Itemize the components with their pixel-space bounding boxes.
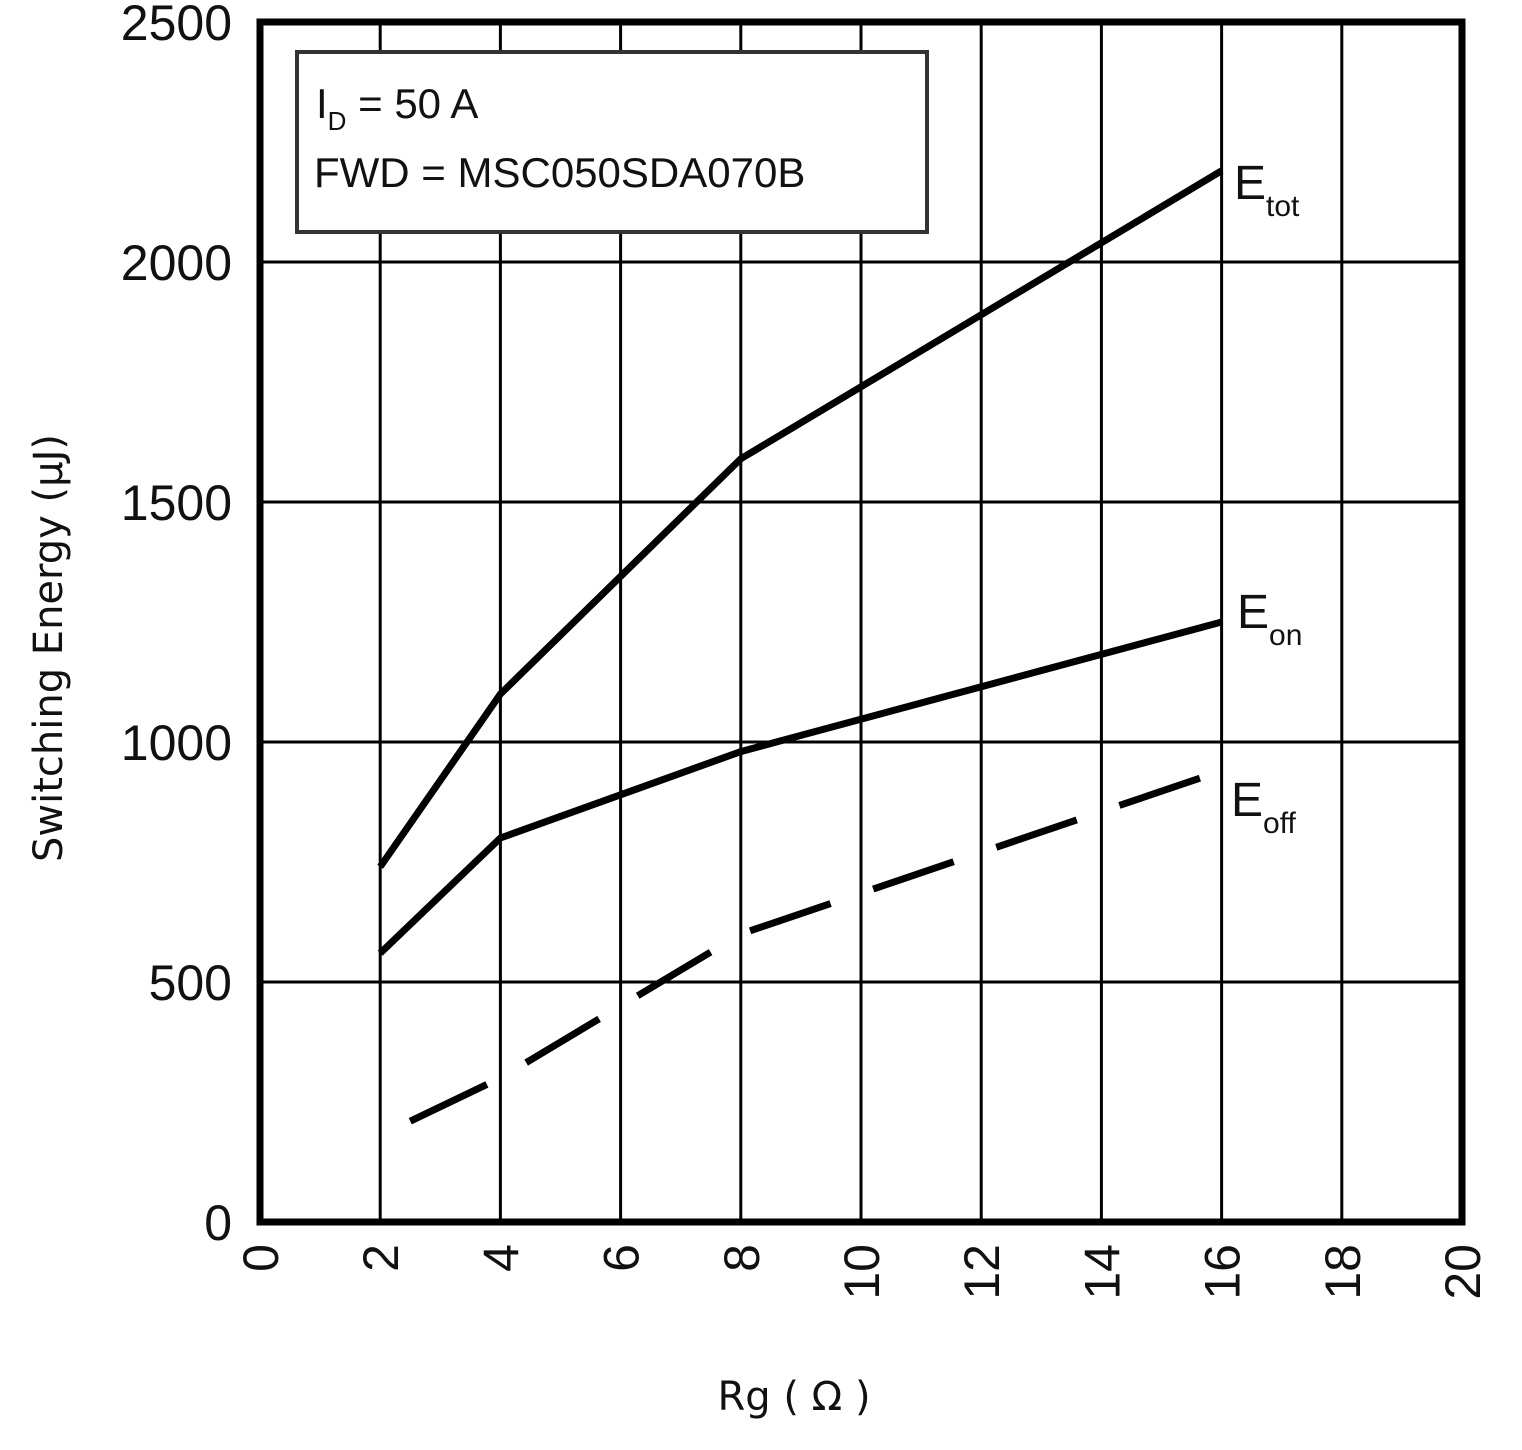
x-tick-label: 8 bbox=[714, 1244, 770, 1272]
series-line-off bbox=[408, 767, 1223, 1125]
annotation-current-symbol: I bbox=[316, 80, 328, 127]
y-tick-label: 1000 bbox=[121, 715, 232, 771]
series-line-tot bbox=[377, 167, 1224, 869]
plot-frame bbox=[256, 18, 1466, 1226]
y-tick-label: 0 bbox=[204, 1195, 232, 1251]
series-label-off: Eoff bbox=[1231, 774, 1296, 840]
x-tick-label: 12 bbox=[954, 1244, 1010, 1300]
y-axis-label: Switching Energy (μJ) bbox=[26, 434, 72, 862]
annotation-current-subscript: D bbox=[328, 106, 347, 136]
annotation-line-1: ID = 50 A bbox=[316, 80, 478, 136]
x-tick-labels: 0 2 4 6 8 10 12 14 16 18 20 bbox=[233, 1244, 1491, 1300]
annotation-current-value: = 50 A bbox=[346, 80, 478, 127]
series-label-main: E bbox=[1234, 157, 1266, 210]
x-tick-label: 14 bbox=[1074, 1244, 1130, 1300]
series-label-main: E bbox=[1237, 586, 1269, 639]
y-tick-label: 500 bbox=[149, 955, 232, 1011]
series-label-tot: Etot bbox=[1234, 157, 1300, 223]
x-tick-label: 4 bbox=[473, 1244, 529, 1272]
x-tick-label: 20 bbox=[1435, 1244, 1491, 1300]
series-lines bbox=[377, 167, 1224, 1125]
annotation-frame bbox=[295, 50, 929, 234]
annotation-box: ID = 50 A FWD = MSC050SDA070B bbox=[295, 50, 929, 234]
y-tick-label: 1500 bbox=[121, 475, 232, 531]
y-tick-labels: 0 500 1000 1500 2000 2500 bbox=[121, 0, 232, 1251]
series-label-main: E bbox=[1231, 774, 1263, 827]
series-label-subscript: off bbox=[1263, 807, 1296, 840]
series-label-subscript: tot bbox=[1266, 190, 1300, 223]
annotation-line-2: FWD = MSC050SDA070B bbox=[314, 149, 805, 196]
x-axis-label: Rg ( Ω ) bbox=[717, 1374, 870, 1420]
x-tick-label: 18 bbox=[1315, 1244, 1371, 1300]
y-tick-label: 2000 bbox=[121, 235, 232, 291]
series-label-on: Eon bbox=[1237, 586, 1302, 652]
x-tick-label: 2 bbox=[353, 1244, 409, 1272]
x-tick-label: 0 bbox=[233, 1244, 289, 1272]
x-tick-label: 16 bbox=[1195, 1244, 1251, 1300]
series-label-subscript: on bbox=[1269, 619, 1302, 652]
series-line-on bbox=[377, 618, 1223, 956]
y-tick-label: 2500 bbox=[121, 0, 232, 51]
x-tick-label: 6 bbox=[594, 1244, 650, 1272]
x-tick-label: 10 bbox=[834, 1244, 890, 1300]
